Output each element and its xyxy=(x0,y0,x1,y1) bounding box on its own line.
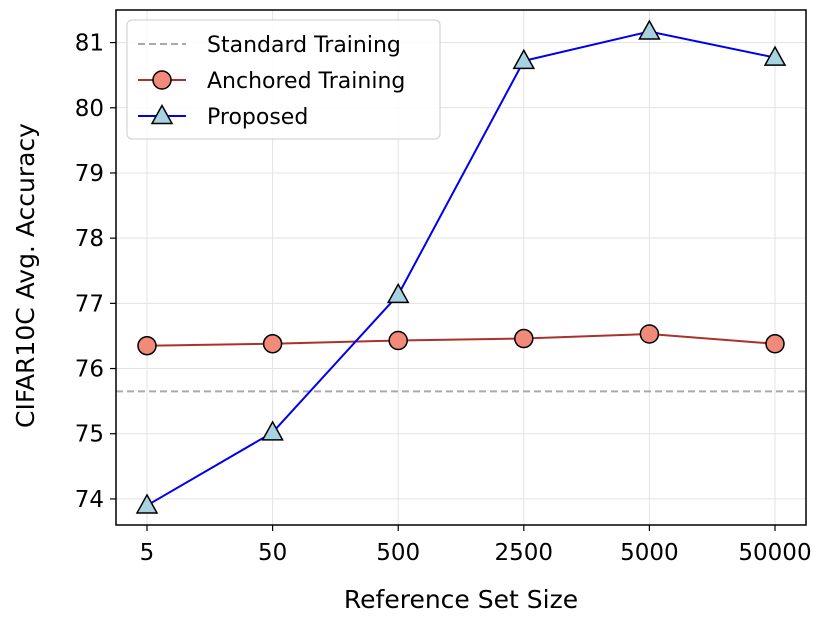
x-tick-label: 50000 xyxy=(738,540,811,566)
x-tick-label: 5 xyxy=(140,540,155,566)
y-tick-label: 74 xyxy=(75,487,104,513)
legend: Standard Training Anchored Training Propos… xyxy=(126,19,441,140)
legend-label: Proposed xyxy=(207,105,308,130)
legend-label: Anchored Training xyxy=(207,69,405,94)
x-tick-label: 50 xyxy=(258,540,287,566)
y-tick-label: 76 xyxy=(75,357,104,383)
y-tick-label: 79 xyxy=(75,161,104,187)
series-layer xyxy=(135,19,787,514)
y-tick-label: 81 xyxy=(75,31,104,57)
data-point-proposed xyxy=(386,282,410,304)
data-point-anchored-training xyxy=(514,328,534,349)
x-tick-label: 2500 xyxy=(495,540,554,566)
y-tick-label: 75 xyxy=(75,422,104,448)
plot-frame xyxy=(115,9,807,526)
series-line-proposed xyxy=(146,30,776,507)
data-point-proposed xyxy=(512,48,536,70)
legend-swatch-marker-anchored-training xyxy=(152,70,172,90)
y-axis-label: CIFAR10C Avg. Accuracy xyxy=(11,123,40,428)
data-point-proposed xyxy=(763,45,787,66)
series-line-anchored-training xyxy=(146,332,776,347)
data-point-anchored-training xyxy=(262,334,283,354)
data-point-proposed xyxy=(135,493,159,514)
data-point-anchored-training xyxy=(639,324,660,344)
legend-swatch-marker-proposed xyxy=(150,103,174,125)
grid xyxy=(116,10,806,525)
data-point-proposed xyxy=(261,420,284,441)
legend-label: Standard Training xyxy=(207,33,401,58)
y-tick-label: 77 xyxy=(75,291,104,317)
data-point-anchored-training xyxy=(765,334,785,354)
y-tick-label: 80 xyxy=(75,96,104,122)
data-point-anchored-training xyxy=(388,330,408,351)
x-tick-label: 5000 xyxy=(620,540,679,566)
data-point-proposed xyxy=(638,19,661,40)
x-tick-label: 500 xyxy=(376,540,420,566)
ticks: 5 50 500 2500 5000 50000 74 75 76 77 78 79 80 81 xyxy=(75,31,812,566)
legend-box xyxy=(126,19,441,140)
data-point-anchored-training xyxy=(137,335,157,356)
x-axis-label: Reference Set Size xyxy=(344,585,578,614)
y-tick-label: 78 xyxy=(75,226,104,252)
